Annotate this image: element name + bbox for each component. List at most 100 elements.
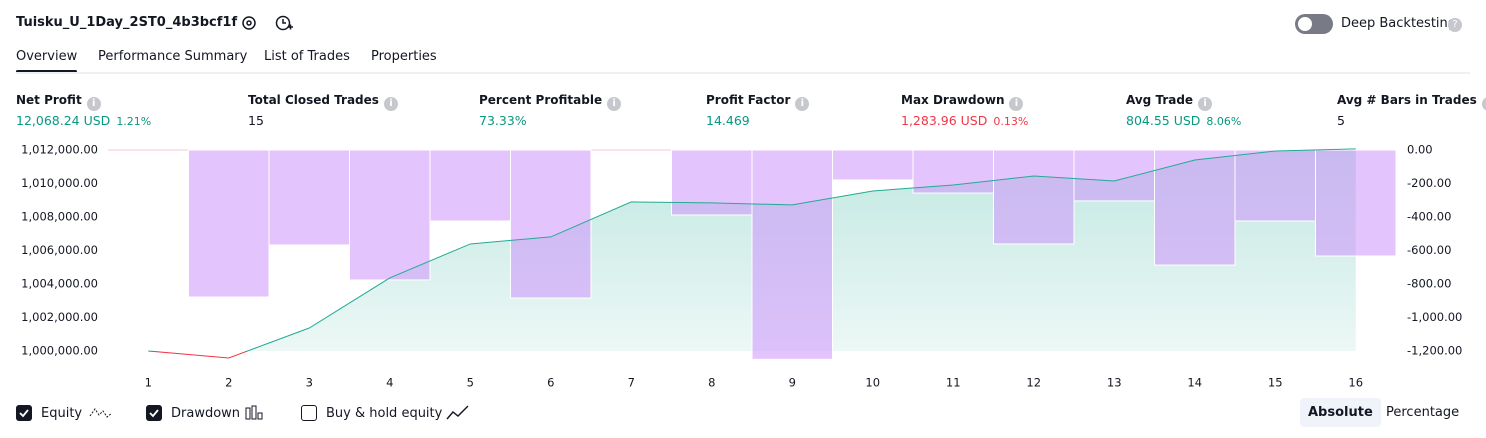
x-tick-label: 15 [1268, 376, 1283, 390]
checkbox[interactable] [146, 405, 162, 421]
help-icon[interactable]: ? [1448, 18, 1462, 32]
info-icon[interactable]: i [1009, 97, 1024, 111]
x-tick-label: 6 [547, 376, 554, 390]
stat-label: Total Closed Trades i [248, 93, 398, 111]
y2-tick-label: 0.00 [1407, 143, 1433, 157]
info-icon[interactable]: i [607, 97, 622, 111]
y2-tick-label: -200.00 [1407, 176, 1451, 190]
stat-value-text: 15 [248, 113, 264, 128]
x-tick-label: 14 [1187, 376, 1202, 390]
checkbox[interactable] [16, 405, 32, 421]
stat-percent: 0.13% [993, 115, 1029, 128]
stat-value: 73.33% [479, 113, 527, 128]
x-tick-label: 4 [386, 376, 393, 390]
switch-knob [1298, 17, 1312, 31]
drawdown-bar [510, 149, 592, 299]
info-icon[interactable]: i [795, 97, 810, 111]
alert-icon[interactable] [274, 13, 294, 33]
stat-value: 5 [1337, 113, 1345, 128]
stat-value: 1,283.96 USD 0.13% [901, 113, 1028, 128]
scale-mode-button[interactable]: Absolute [1300, 398, 1381, 427]
y-tick-label: 1,000,000.00 [21, 343, 98, 357]
tab[interactable]: Performance Summary [98, 49, 248, 64]
check-mark [19, 409, 29, 418]
legend-label: Drawdown [171, 406, 241, 421]
stat-label: Max Drawdown i [901, 93, 1024, 111]
x-tick-label: 5 [467, 376, 474, 390]
separator [16, 72, 1470, 74]
y2-tick-label: -800.00 [1407, 276, 1451, 290]
stat-label-text: Avg # Bars in Trades [1337, 93, 1477, 107]
x-tick-label: 11 [946, 376, 961, 390]
x-tick-label: 13 [1107, 376, 1122, 390]
stat-label: Avg # Bars in Trades i [1337, 93, 1486, 111]
drawdown-bar [268, 149, 350, 246]
drawdown-bar [1154, 149, 1236, 266]
info-icon[interactable]: i [1198, 97, 1213, 111]
y-tick-label: 1,008,000.00 [21, 209, 98, 223]
x-tick-label: 1 [145, 376, 152, 390]
drawdown-bar [188, 149, 270, 298]
stat-label-text: Total Closed Trades [248, 93, 379, 107]
stat-value: 14.469 [706, 113, 750, 128]
y2-tick-label: -1,000.00 [1407, 310, 1462, 324]
stat-percent: 8.06% [1206, 115, 1242, 128]
y-tick-label: 1,002,000.00 [21, 310, 98, 324]
stat-label-text: Net Profit [16, 93, 82, 107]
stat-label-text: Max Drawdown [901, 93, 1005, 107]
stat-label: Profit Factor i [706, 93, 810, 111]
stat-value-text: 5 [1337, 113, 1345, 128]
x-tick-label: 2 [225, 376, 232, 390]
legend-icon [245, 405, 263, 420]
deep-backtesting-switch[interactable] [1295, 14, 1333, 34]
drawdown-bar [349, 149, 431, 281]
info-icon[interactable]: i [86, 97, 101, 111]
stat-value-text: 12,068.24 USD [16, 113, 111, 128]
x-tick-label: 3 [306, 376, 313, 390]
info-icon[interactable]: i [1481, 97, 1486, 111]
y2-tick-label: -400.00 [1407, 209, 1451, 223]
tab[interactable]: Properties [371, 49, 437, 64]
stat-percent: 1.21% [116, 115, 152, 128]
drawdown-bar [993, 149, 1075, 245]
stat-value-text: 14.469 [706, 113, 750, 128]
drawdown-bar [832, 149, 914, 181]
legend-label: Equity [41, 406, 83, 421]
stat-label-text: Percent Profitable [479, 93, 603, 107]
x-tick-label: 16 [1348, 376, 1363, 390]
x-tick-label: 9 [789, 376, 796, 390]
y-tick-label: 1,012,000.00 [21, 143, 98, 157]
tab[interactable]: List of Trades [264, 49, 350, 64]
x-tick-label: 8 [708, 376, 715, 390]
stat-value-text: 73.33% [479, 113, 527, 128]
tab[interactable]: Overview [16, 49, 78, 73]
legend-icon [446, 405, 469, 420]
drawdown-bar [671, 149, 753, 216]
stat-label-text: Avg Trade [1126, 93, 1194, 107]
y2-tick-label: -1,200.00 [1407, 343, 1462, 357]
x-tick-label: 7 [628, 376, 635, 390]
checkbox[interactable] [301, 405, 317, 421]
drawdown-bar [429, 149, 511, 222]
drawdown-bar [1234, 149, 1316, 222]
drawdown-bar [1073, 149, 1155, 202]
y-tick-label: 1,010,000.00 [21, 176, 98, 190]
drawdown-bar [1315, 149, 1397, 257]
stat-label: Avg Trade i [1126, 93, 1213, 111]
x-tick-label: 10 [865, 376, 880, 390]
scale-mode-button[interactable]: Percentage [1386, 405, 1460, 420]
drawdown-bar [751, 149, 833, 360]
info-icon[interactable]: i [383, 97, 398, 111]
stat-label-text: Profit Factor [706, 93, 791, 107]
strategy-title: Tuisku_U_1Day_2ST0_4b3bcf1f [16, 15, 238, 30]
settings-icon[interactable] [240, 14, 258, 32]
stat-value-text: 1,283.96 USD [901, 113, 988, 128]
stat-value: 15 [248, 113, 264, 128]
stat-value: 804.55 USD 8.06% [1126, 113, 1241, 128]
stat-value: 12,068.24 USD 1.21% [16, 113, 151, 128]
chart: 1,000,000.00 1,002,000.00 1,004,000.00 1,00… [21, 143, 1462, 390]
x-tick-label: 12 [1026, 376, 1041, 390]
legend-icon [89, 408, 113, 418]
y-tick-label: 1,004,000.00 [21, 276, 98, 290]
